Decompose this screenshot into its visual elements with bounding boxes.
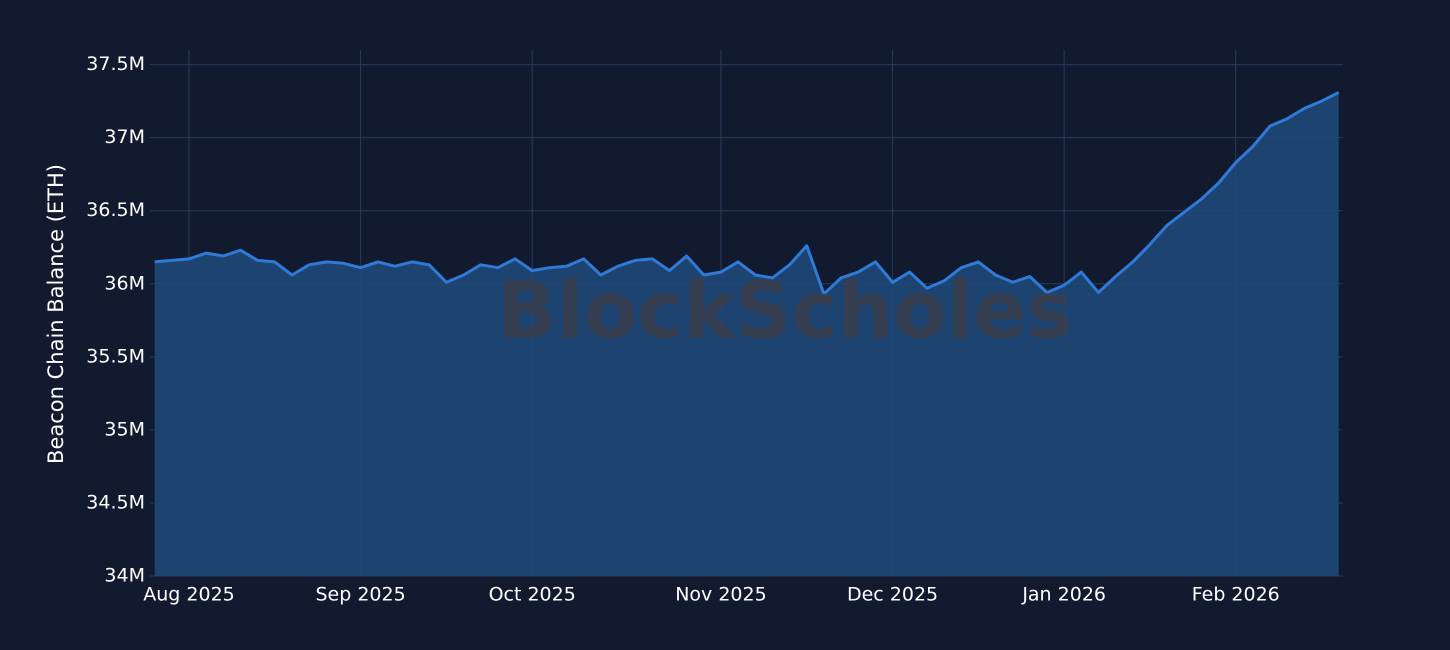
- y-tick-label: 37M: [104, 126, 145, 148]
- x-tick-label: Jan 2026: [1021, 584, 1106, 606]
- x-tick-label: Sep 2025: [315, 584, 405, 606]
- y-tick-label: 35M: [104, 418, 145, 440]
- watermark: BlockScholes: [497, 266, 1072, 356]
- x-tick-label: Aug 2025: [143, 584, 235, 606]
- y-tick-label: 34.5M: [86, 491, 145, 513]
- line: [154, 91, 1340, 296]
- x-tick-label: Oct 2025: [489, 584, 576, 606]
- y-axis-label: Beacon Chain Balance (ETH): [44, 164, 68, 464]
- y-tick-label: 35.5M: [86, 345, 145, 367]
- y-tick-label: 34M: [104, 565, 145, 587]
- y-tick-label: 37.5M: [86, 53, 145, 75]
- x-tick-label: Nov 2025: [675, 584, 766, 606]
- x-tick-label: Dec 2025: [847, 584, 938, 606]
- x-tick-label: Feb 2026: [1192, 584, 1280, 606]
- y-tick-label: 36.5M: [86, 199, 145, 221]
- area-fill: [154, 92, 1339, 577]
- y-tick-label: 36M: [104, 272, 145, 294]
